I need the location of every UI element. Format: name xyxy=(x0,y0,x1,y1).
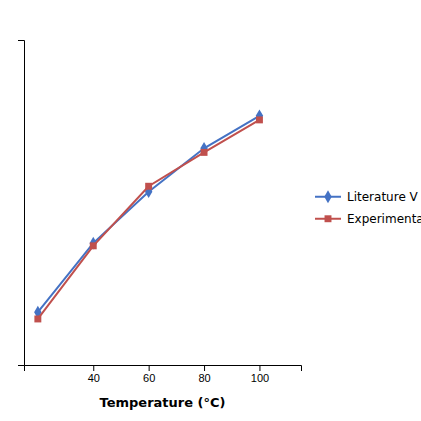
data-point xyxy=(201,149,208,156)
y-axis xyxy=(18,41,25,366)
legend-label: Experimental xyxy=(347,212,421,226)
legend-symbol xyxy=(324,190,331,203)
x-tick-label: 80 xyxy=(198,372,210,384)
data-point xyxy=(145,183,152,190)
x-tick-mark xyxy=(149,365,150,371)
x-axis-title: Temperature (°C) xyxy=(100,395,226,410)
legend: Literature V Experimental xyxy=(315,190,421,226)
series-line xyxy=(38,116,260,312)
x-tick-label: 100 xyxy=(251,372,269,384)
x-tick-label: 40 xyxy=(88,372,100,384)
x-tick-mark xyxy=(93,365,94,371)
data-point xyxy=(90,237,97,250)
x-axis: 40 60 80 100 xyxy=(25,365,302,384)
y-axis-line xyxy=(18,41,25,366)
data-point xyxy=(90,242,97,249)
x-tick-mark xyxy=(259,365,260,371)
legend-item: Literature V xyxy=(315,190,419,204)
chart: 40 60 80 100 Temperature (°C) Literature V Exp… xyxy=(0,0,421,421)
x-tick: 100 xyxy=(251,365,269,384)
x-axis-line xyxy=(25,366,302,372)
series-line xyxy=(38,120,260,319)
x-tick: 60 xyxy=(143,365,155,384)
plot-area: 40 60 80 100 xyxy=(18,41,302,384)
data-point xyxy=(34,315,41,322)
x-tick: 80 xyxy=(198,365,210,384)
legend-symbol xyxy=(325,215,332,222)
x-tick-label: 60 xyxy=(143,372,155,384)
x-tick: 40 xyxy=(88,365,100,384)
legend-item: Experimental xyxy=(315,212,421,226)
x-tick-mark xyxy=(204,365,205,371)
marks xyxy=(34,109,263,322)
data-point xyxy=(256,116,263,123)
legend-label: Literature V xyxy=(347,190,419,204)
